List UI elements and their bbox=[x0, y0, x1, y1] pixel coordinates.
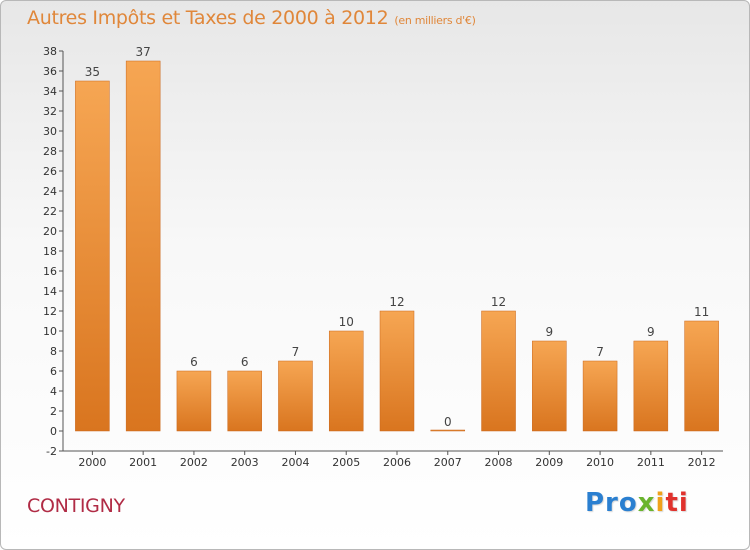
y-tick-label: 16 bbox=[43, 265, 57, 278]
proxiti-logo: Proxiti bbox=[585, 488, 689, 518]
y-tick-label: 4 bbox=[50, 385, 57, 398]
bar-2004 bbox=[278, 360, 313, 432]
x-tick-label: 2004 bbox=[281, 456, 309, 469]
data-label-2001: 37 bbox=[136, 45, 151, 59]
y-tick-label: 34 bbox=[43, 85, 57, 98]
chart-axes: -202468101214161820222426283032343638200… bbox=[43, 45, 723, 469]
bar-2007 bbox=[430, 429, 466, 432]
x-tick-label: 2000 bbox=[78, 456, 106, 469]
bar-2008 bbox=[481, 310, 516, 432]
data-label-2006: 12 bbox=[389, 295, 404, 309]
logo-part-3: i bbox=[655, 488, 666, 518]
bar-2001 bbox=[125, 60, 161, 432]
chart-data-labels: 35 37 6 6 7 10 12 0 12 9 7 9 11 bbox=[85, 45, 710, 429]
data-label-2011: 9 bbox=[647, 325, 655, 339]
y-tick-label: 24 bbox=[43, 185, 57, 198]
x-tick-label: 2003 bbox=[231, 456, 259, 469]
y-tick-label: 28 bbox=[43, 145, 57, 158]
logo-part-1: Pro bbox=[585, 488, 638, 518]
y-tick-label: 32 bbox=[43, 105, 57, 118]
bar-2011 bbox=[633, 340, 669, 432]
bar-2005 bbox=[328, 330, 364, 432]
x-tick-label: 2001 bbox=[129, 456, 157, 469]
y-tick-label: 30 bbox=[43, 125, 57, 138]
bar-2012 bbox=[684, 320, 719, 432]
data-label-2009: 9 bbox=[545, 325, 553, 339]
x-tick-label: 2011 bbox=[637, 456, 665, 469]
data-label-2007: 0 bbox=[444, 415, 452, 429]
bar-2009 bbox=[532, 340, 567, 432]
y-tick-label: 8 bbox=[50, 345, 57, 358]
y-tick-label: 22 bbox=[43, 205, 57, 218]
bar-2006 bbox=[379, 310, 415, 432]
chart-subtitle: (en milliers d'€) bbox=[394, 14, 476, 27]
y-tick-label: 12 bbox=[43, 305, 57, 318]
x-tick-label: 2010 bbox=[586, 456, 614, 469]
x-tick-label: 2009 bbox=[535, 456, 563, 469]
y-tick-label: 14 bbox=[43, 285, 57, 298]
data-label-2000: 35 bbox=[85, 65, 100, 79]
bar-2002 bbox=[176, 370, 212, 432]
x-tick-label: 2012 bbox=[688, 456, 716, 469]
bar-2010 bbox=[582, 360, 618, 432]
bar-2003 bbox=[227, 370, 262, 432]
x-tick-label: 2002 bbox=[180, 456, 208, 469]
data-label-2005: 10 bbox=[339, 315, 354, 329]
commune-name: CONTIGNY bbox=[27, 495, 125, 517]
chart-title: Autres Impôts et Taxes de 2000 à 2012 (en… bbox=[27, 7, 476, 29]
logo-part-2: x bbox=[637, 488, 656, 518]
data-label-2003: 6 bbox=[241, 355, 249, 369]
y-tick-label: 0 bbox=[50, 425, 57, 438]
y-tick-label: -2 bbox=[46, 445, 57, 458]
y-tick-label: 2 bbox=[50, 405, 57, 418]
x-tick-label: 2008 bbox=[485, 456, 513, 469]
y-tick-label: 38 bbox=[43, 45, 57, 58]
data-label-2012: 11 bbox=[694, 305, 709, 319]
data-label-2004: 7 bbox=[292, 345, 300, 359]
data-label-2010: 7 bbox=[596, 345, 604, 359]
y-tick-label: 36 bbox=[43, 65, 57, 78]
y-tick-label: 10 bbox=[43, 325, 57, 338]
x-tick-label: 2006 bbox=[383, 456, 411, 469]
logo-part-4: ti bbox=[665, 488, 689, 518]
data-label-2008: 12 bbox=[491, 295, 506, 309]
chart-title-text: Autres Impôts et Taxes de 2000 à 2012 bbox=[27, 7, 389, 29]
data-label-2002: 6 bbox=[190, 355, 198, 369]
y-tick-label: 20 bbox=[43, 225, 57, 238]
bar-2000 bbox=[75, 80, 110, 432]
y-tick-label: 18 bbox=[43, 245, 57, 258]
y-tick-label: 6 bbox=[50, 365, 57, 378]
x-tick-label: 2005 bbox=[332, 456, 360, 469]
y-tick-label: 26 bbox=[43, 165, 57, 178]
chart-bars bbox=[75, 60, 719, 432]
x-tick-label: 2007 bbox=[434, 456, 462, 469]
